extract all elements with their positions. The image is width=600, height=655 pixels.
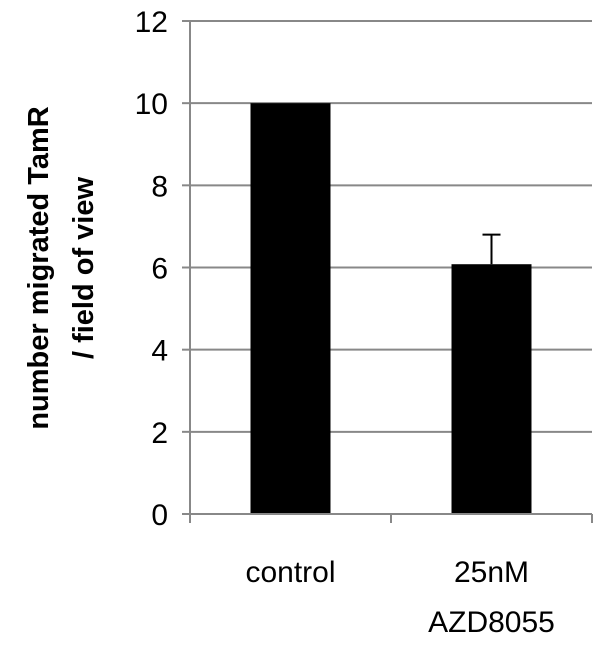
bar-2 bbox=[451, 264, 532, 514]
y-tick-label: 6 bbox=[151, 253, 168, 286]
y-tick-label: 4 bbox=[151, 335, 168, 368]
bar-1 bbox=[250, 103, 331, 515]
axes bbox=[182, 20, 593, 523]
y-axis-title: number migrated TamR / field of view bbox=[23, 106, 100, 429]
error-bars bbox=[482, 233, 501, 265]
y-axis-label: number migrated TamR / field of view bbox=[23, 106, 100, 429]
y-tick-label: 12 bbox=[135, 6, 168, 39]
y-tick-labels: 0 2 4 6 8 10 12 bbox=[135, 6, 168, 532]
x-category-line: AZD8055 bbox=[428, 606, 555, 639]
y-tick-label: 0 bbox=[151, 499, 168, 532]
x-category-label: control bbox=[245, 556, 335, 589]
bars bbox=[250, 103, 532, 515]
x-category-line: 25nM bbox=[454, 556, 529, 589]
y-axis-title-line: / field of view bbox=[68, 177, 100, 360]
y-tick-label: 8 bbox=[151, 170, 168, 203]
x-category-label: 25nM AZD8055 bbox=[428, 556, 555, 639]
y-axis-title-line: number migrated TamR bbox=[23, 106, 55, 429]
y-tick-label: 2 bbox=[151, 417, 168, 450]
x-category-labels: control 25nM AZD8055 bbox=[245, 556, 554, 639]
gridlines bbox=[190, 20, 592, 433]
y-tick-label: 10 bbox=[135, 88, 168, 121]
x-category-line: control bbox=[245, 556, 335, 589]
